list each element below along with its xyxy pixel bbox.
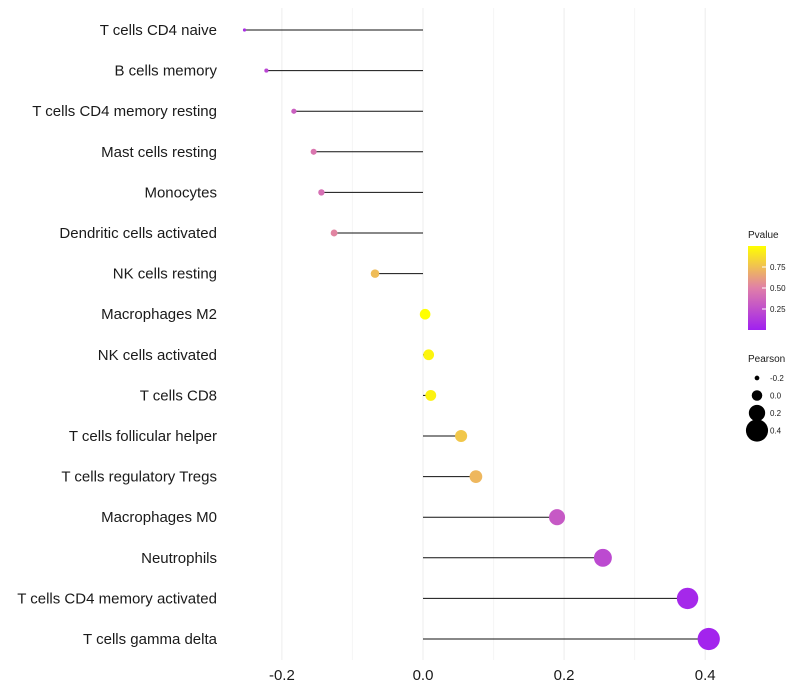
- size-legend-dot: [754, 375, 760, 381]
- x-tick-label: 0.4: [695, 667, 716, 684]
- data-point: [469, 470, 483, 483]
- pvalue-legend-title: Pvalue: [748, 230, 779, 241]
- data-point: [242, 28, 247, 32]
- category-label: T cells CD8: [140, 387, 217, 404]
- size-legend-dot: [745, 419, 769, 442]
- data-point: [264, 68, 269, 73]
- grid-lines: [281, 8, 706, 660]
- data-point: [330, 229, 338, 237]
- category-label: T cells CD4 memory activated: [17, 590, 217, 607]
- stems: [244, 29, 709, 640]
- pvalue-colorbar: [748, 246, 766, 330]
- category-label: T cells regulatory Tregs: [61, 469, 217, 486]
- size-legend-label: 0.0: [770, 392, 782, 401]
- category-label: T cells gamma delta: [83, 631, 218, 648]
- data-point: [676, 587, 699, 610]
- data-point: [370, 269, 380, 278]
- size-legend-label: -0.2: [770, 374, 784, 383]
- category-label: Neutrophils: [141, 550, 217, 567]
- size-legend-label: 0.4: [770, 427, 782, 436]
- x-axis-ticks: -0.2 0.0 0.2 0.4: [269, 667, 716, 684]
- data-point: [697, 627, 720, 651]
- pvalue-legend: Pvalue 0.25 0.50 0.75: [748, 230, 786, 330]
- data-point: [291, 108, 297, 114]
- category-label: B cells memory: [114, 63, 217, 80]
- data-point: [318, 189, 325, 196]
- colorbar-tick-label: 0.25: [770, 305, 786, 314]
- category-label: NK cells activated: [98, 347, 217, 364]
- category-label: NK cells resting: [113, 266, 217, 283]
- size-legend-label: 0.2: [770, 409, 782, 418]
- x-tick-label: 0.2: [554, 667, 575, 684]
- data-point: [423, 349, 435, 361]
- data-point: [419, 308, 431, 320]
- category-label: T cells follicular helper: [69, 428, 217, 445]
- colorbar-tick-label: 0.50: [770, 284, 786, 293]
- category-label: Macrophages M0: [101, 509, 217, 526]
- category-label: Dendritic cells activated: [59, 225, 217, 242]
- pearson-legend-title: Pearson: [748, 354, 785, 365]
- data-point: [425, 389, 437, 401]
- data-point: [593, 548, 612, 567]
- category-labels: T cells CD4 naive B cells memory T cells C…: [17, 22, 217, 648]
- x-tick-label: 0.0: [413, 667, 434, 684]
- size-legend-dot: [751, 390, 763, 401]
- category-label: Mast cells resting: [101, 144, 217, 161]
- category-label: Monocytes: [144, 184, 217, 201]
- colorbar-tick-label: 0.75: [770, 263, 786, 272]
- category-label: T cells CD4 naive: [100, 22, 217, 39]
- data-point: [310, 148, 317, 155]
- data-point: [549, 509, 566, 526]
- x-tick-label: -0.2: [269, 667, 295, 684]
- category-label: Macrophages M2: [101, 306, 217, 323]
- category-label: T cells CD4 memory resting: [32, 103, 217, 120]
- data-point: [455, 429, 468, 443]
- pearson-legend: Pearson -0.2 0.0 0.2 0.4: [745, 354, 785, 442]
- points: [242, 28, 720, 651]
- size-legend-dot: [748, 404, 766, 422]
